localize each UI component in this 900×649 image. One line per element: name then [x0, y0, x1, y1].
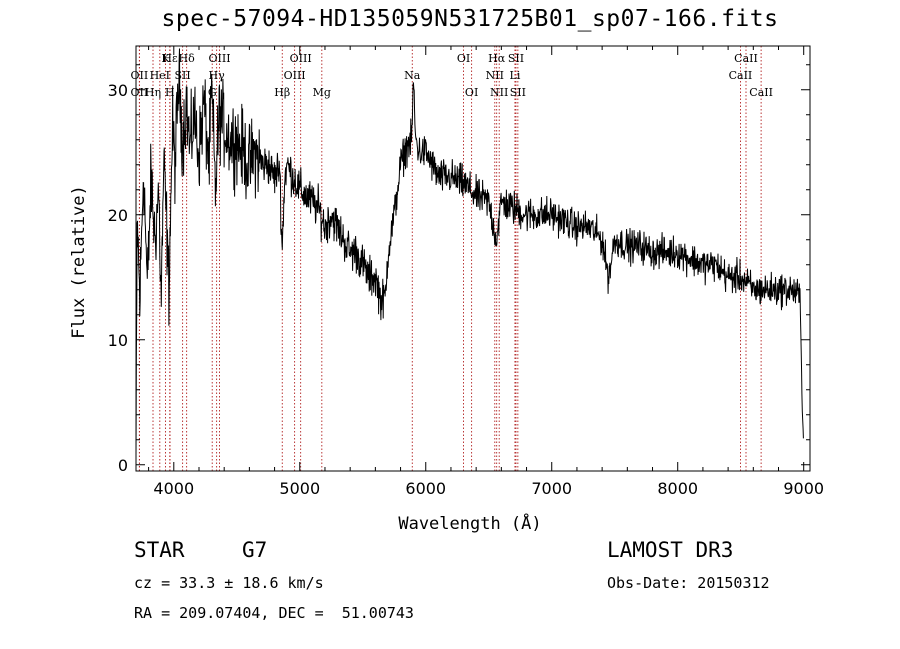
obs-date-text: Obs-Date: 20150312 [607, 574, 770, 592]
spectral-line-label: Li [510, 69, 521, 82]
x-tick-label: 6000 [405, 479, 446, 498]
spectral-line-label: OIII [208, 52, 230, 65]
spectral-line-label: H [165, 86, 175, 99]
spectral-line-label: K [161, 52, 170, 65]
coordinates-text: RA = 209.07404, DEC = 51.00743 [134, 604, 414, 622]
spectral-line-label: Hδ [179, 52, 196, 65]
plot-border [135, 45, 811, 472]
spectral-line-label: Hβ [274, 86, 290, 99]
spectral-line-label: Hε [162, 52, 178, 65]
spectral-line-label: OIII [284, 69, 306, 82]
x-tick-label: 8000 [657, 479, 698, 498]
spectral-line-label: OI [465, 86, 478, 99]
spectral-line-label: OI [457, 52, 470, 65]
x-tick-label: 7000 [531, 479, 572, 498]
survey-name: LAMOST DR3 [607, 538, 734, 562]
y-tick-label: 30 [108, 81, 128, 100]
x-axis-label: Wavelength (Å) [398, 512, 541, 534]
x-axis-ticks: 4000 5000 6000 7000 8000 9000 [148, 46, 824, 498]
spectral-line-label: Hη [145, 86, 161, 99]
object-subclass: G7 [242, 538, 268, 562]
y-tick-label: 0 [118, 456, 128, 475]
spectral-line-label: Mg [313, 86, 331, 99]
spectral-line-label: HeI [150, 69, 170, 82]
spectral-line-label: NII [490, 86, 508, 99]
spectrum-line [135, 48, 804, 455]
spectral-line-label: SII [174, 69, 190, 82]
x-tick-label: 4000 [153, 479, 194, 498]
x-tick-label: 9000 [783, 479, 824, 498]
spectral-line-label: SII [508, 52, 524, 65]
plot-frame [135, 45, 811, 472]
spectral-line-label: CaII [729, 69, 753, 82]
y-tick-label: 20 [108, 206, 128, 225]
spectral-line-label: OII [131, 69, 149, 82]
spectral-line-label: NII [486, 69, 504, 82]
spectral-line-label: Hα [488, 52, 506, 65]
spectral-line-label: SII [510, 86, 526, 99]
x-tick-label: 5000 [279, 479, 320, 498]
y-tick-label: 10 [108, 331, 128, 350]
spectral-line-label: Hγ [209, 69, 226, 82]
y-axis-label: Flux (relative) [69, 185, 89, 339]
spectrum-series [135, 48, 804, 455]
spectral-line-label: CaII [749, 86, 773, 99]
spectral-line-label: OIII [290, 52, 312, 65]
object-class: STAR [134, 538, 185, 562]
spectral-line-label: Na [404, 69, 421, 82]
redshift-text: cz = 33.3 ± 18.6 km/s [134, 574, 324, 592]
y-axis-ticks: 0 10 20 30 [108, 64, 810, 475]
spectral-line-label: CaII [734, 52, 758, 65]
chart-title: spec-57094-HD135059N531725B01_sp07-166.f… [161, 6, 779, 32]
